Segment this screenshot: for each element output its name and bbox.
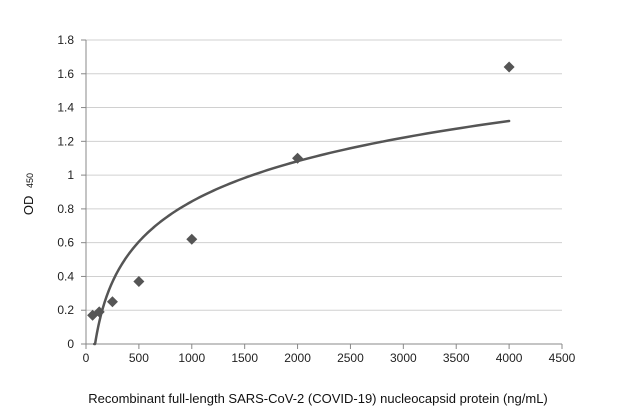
data-point-diamond bbox=[133, 276, 145, 288]
y-axis-title-main: OD bbox=[21, 196, 36, 216]
data-point-diamond bbox=[106, 296, 118, 308]
x-tick-label: 0 bbox=[83, 351, 90, 365]
x-tick-label: 2500 bbox=[337, 351, 364, 365]
y-axis-title-sub: 450 bbox=[25, 173, 35, 188]
x-axis-title: Recombinant full-length SARS-CoV-2 (COVI… bbox=[88, 391, 548, 406]
axes bbox=[81, 39, 563, 349]
x-tick-label: 4000 bbox=[496, 351, 523, 365]
x-tick-label: 1500 bbox=[231, 351, 258, 365]
x-tick-label: 3500 bbox=[443, 351, 470, 365]
data-point-diamond bbox=[93, 306, 105, 318]
y-tick-label: 1 bbox=[67, 168, 74, 182]
gridlines bbox=[86, 39, 562, 311]
x-tick-label: 500 bbox=[129, 351, 149, 365]
y-axis-title: OD 450 bbox=[21, 173, 36, 215]
y-tick-label: 0.4 bbox=[57, 269, 74, 283]
y-tick-label: 1.6 bbox=[57, 67, 74, 81]
data-points bbox=[87, 61, 515, 321]
y-tick-label: 0 bbox=[67, 337, 74, 351]
y-tick-label: 1.2 bbox=[57, 134, 74, 148]
y-tick-label: 0.6 bbox=[57, 236, 74, 250]
data-point-diamond bbox=[503, 61, 515, 73]
data-point-diamond bbox=[292, 152, 304, 164]
x-tick-label: 1000 bbox=[178, 351, 205, 365]
x-tick-label: 2000 bbox=[284, 351, 311, 365]
x-tick-label: 4500 bbox=[549, 351, 576, 365]
y-tick-label: 0.2 bbox=[57, 303, 74, 317]
y-tick-label: 0.8 bbox=[57, 202, 74, 216]
x-tick-label: 3000 bbox=[390, 351, 417, 365]
y-tick-label: 1.8 bbox=[57, 33, 74, 47]
y-tick-label: 1.4 bbox=[57, 101, 74, 115]
data-point-diamond bbox=[186, 233, 198, 245]
tick-labels: 0 0.2 0.4 0.6 0.8 1 1.2 1.4 1.6 1.8 0 500 1000 1500 20… bbox=[57, 33, 575, 365]
